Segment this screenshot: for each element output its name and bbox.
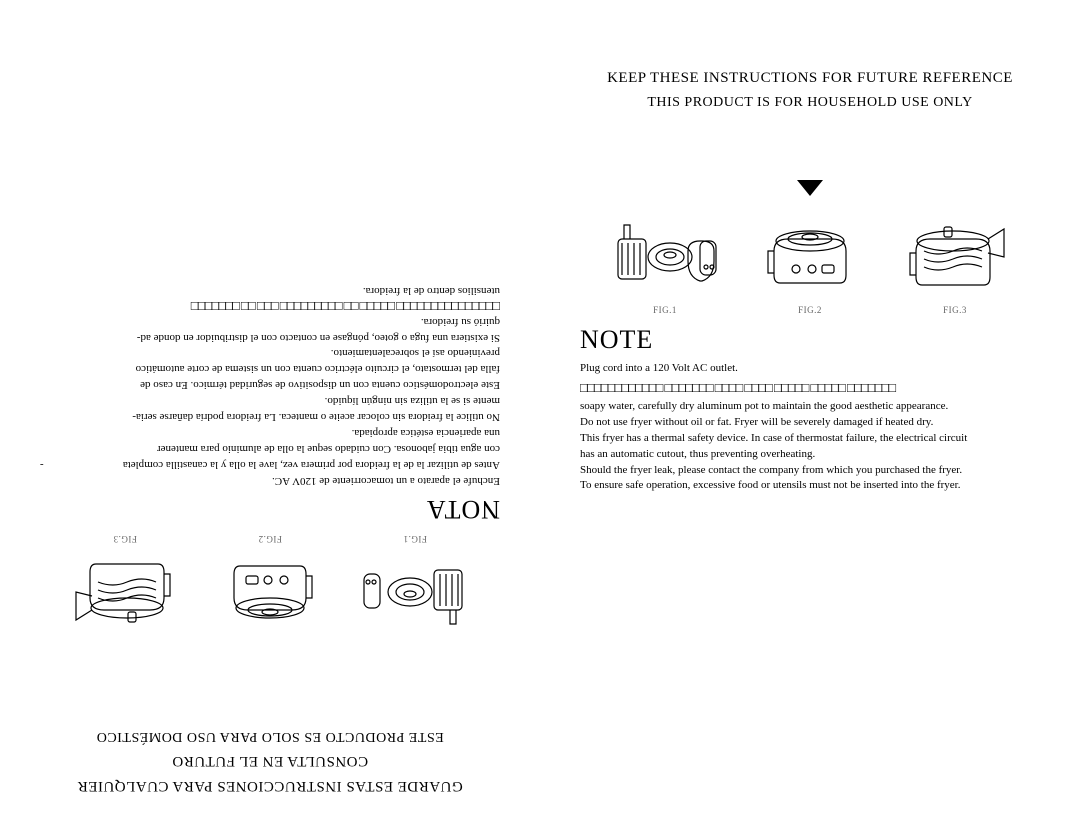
figure-row-en: FIG.1 FIG.2 bbox=[540, 211, 1080, 315]
note-body-es: Enchufe el aparato a un tomacorriente de… bbox=[0, 282, 540, 488]
para5-en: Should the fryer leak, please contact th… bbox=[580, 463, 1040, 479]
para-d-es: falla del termostato, el circuito eléctr… bbox=[40, 361, 500, 377]
boxes-line-es: □□□□□□□□□□□□□□□ □□□□□ □□ □□□□□□□□□ □□□ □… bbox=[40, 298, 500, 312]
fryer-parts-icon bbox=[360, 548, 470, 638]
figure-3-en: FIG.3 bbox=[900, 211, 1010, 315]
fig2-label-en: FIG.2 bbox=[798, 305, 822, 315]
para6-en: To ensure safe operation, excessive food… bbox=[580, 478, 1040, 494]
plug-line-d-es: una apariencia estética apropiada. bbox=[40, 424, 500, 440]
fold-arrow-icon bbox=[797, 180, 823, 205]
plug-line-c-es: con agua tibia jabonosa. Con cuidado seq… bbox=[40, 440, 500, 456]
para-g-es: quirió su freidora. bbox=[40, 313, 500, 329]
figure-row-es: FIG.1 FIG.2 bbox=[0, 534, 540, 638]
spacer-es bbox=[0, 638, 540, 708]
para-h-es: utensilios dentro de la freidora. bbox=[40, 282, 500, 298]
boxes-line-en: □□□□□□□□□□□□ □□□□□□□ □□□□ □□□□ □□□□□ □□□… bbox=[580, 379, 1040, 398]
para2-en: Do not use fryer without oil or fat. Fry… bbox=[580, 415, 1040, 431]
plug-line-en: Plug cord into a 120 Volt AC outlet. bbox=[580, 361, 1040, 377]
fryer-assembled-icon bbox=[220, 548, 320, 638]
fryer-open-oil-icon bbox=[900, 211, 1010, 301]
para-e-es: previniendo así el sobrecalentamiento. bbox=[40, 345, 500, 361]
header-block-es: GUARDE ESTAS INSTRUCCIONES PARA CUALQUIE… bbox=[0, 708, 540, 834]
page-english: KEEP THESE INSTRUCTIONS FOR FUTURE REFER… bbox=[540, 0, 1080, 834]
note-heading-es: NOTA bbox=[0, 494, 540, 524]
para-f-es: Si existiera una fuga o goteo, póngase e… bbox=[40, 329, 500, 345]
header-line1-es: GUARDE ESTAS INSTRUCCIONES PARA CUALQUIE… bbox=[30, 777, 510, 794]
fryer-open-oil-icon bbox=[70, 548, 180, 638]
fig3-label-es: FIG.3 bbox=[113, 534, 137, 544]
figure-1-en: FIG.1 bbox=[610, 211, 720, 315]
para1-en: soapy water, carefully dry aluminum pot … bbox=[580, 399, 1040, 415]
figure-1-es: FIG.1 bbox=[360, 534, 470, 638]
para-c-es: Este electrodoméstico cuenta con un disp… bbox=[40, 376, 500, 392]
fryer-parts-icon bbox=[610, 211, 720, 301]
figure-2-es: FIG.2 bbox=[220, 534, 320, 638]
para4-en: has an automatic cutout, thus preventing… bbox=[580, 447, 1040, 463]
plug-line-a-es: Enchufe el aparato a un tomacorriente de… bbox=[40, 472, 500, 488]
para3-en: This fryer has a thermal safety device. … bbox=[580, 431, 1040, 447]
header-line2-es: CONSULTA EN EL FUTURO bbox=[30, 752, 510, 769]
note-heading-en: NOTE bbox=[540, 325, 1080, 355]
plug-line-b-es: Antes de utilizar la de la freidora por … bbox=[40, 456, 500, 472]
page-spanish: GUARDE ESTAS INSTRUCCIONES PARA CUALQUIE… bbox=[0, 0, 540, 834]
fig1-label-en: FIG.1 bbox=[653, 305, 677, 315]
figure-2-en: FIG.2 bbox=[760, 211, 860, 315]
note-body-en: Plug cord into a 120 Volt AC outlet. □□□… bbox=[540, 361, 1080, 494]
fig3-label-en: FIG.3 bbox=[943, 305, 967, 315]
figure-3-es: FIG.3 bbox=[70, 534, 180, 638]
header-line2-en: THIS PRODUCT IS FOR HOUSEHOLD USE ONLY bbox=[570, 95, 1050, 111]
para-a-es: No utilice la freidora sin colocar aceit… bbox=[40, 408, 500, 424]
header-block-en: KEEP THESE INSTRUCTIONS FOR FUTURE REFER… bbox=[540, 0, 1080, 131]
para-b-es: mente si se la utiliza sin ningún líquid… bbox=[40, 392, 500, 408]
fig1-label-es: FIG.1 bbox=[403, 534, 427, 544]
fryer-assembled-icon bbox=[760, 211, 860, 301]
fig2-label-es: FIG.2 bbox=[258, 534, 282, 544]
header-line1-en: KEEP THESE INSTRUCTIONS FOR FUTURE REFER… bbox=[570, 70, 1050, 87]
header-line3-es: ESTE PRODUCTO ES SOLO PARA USO DOMÉSTICO bbox=[30, 728, 510, 744]
